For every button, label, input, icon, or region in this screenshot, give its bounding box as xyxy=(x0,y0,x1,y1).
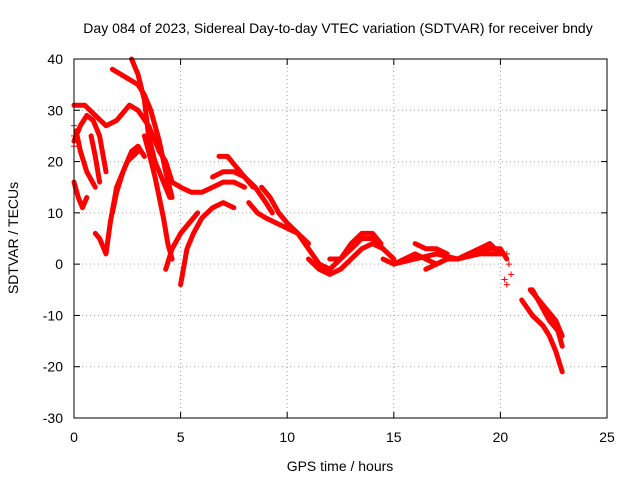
x-tick-label: 0 xyxy=(70,429,78,445)
y-tick-label: 20 xyxy=(47,154,63,170)
y-tick-label: 40 xyxy=(47,51,63,67)
series-arc-4 xyxy=(73,128,98,190)
series-arc-26 xyxy=(519,297,565,375)
series-arc-1 xyxy=(71,112,109,175)
series-arc-15 xyxy=(210,169,256,190)
x-tick-label: 25 xyxy=(599,429,615,445)
series-arc-13 xyxy=(178,200,237,288)
axis-ticks: 0 5 10 15 20 25 -30 -20 -10 0 10 20 30 40 xyxy=(43,51,615,445)
series-arc-9 xyxy=(129,56,173,200)
data-layer xyxy=(71,56,565,375)
chart-title: Day 084 of 2023, Sidereal Day-to-day VTE… xyxy=(83,20,592,36)
scatter-point xyxy=(501,276,508,283)
x-tick-label: 10 xyxy=(279,429,295,445)
y-axis-label: SDTVAR / TECUs xyxy=(5,182,21,294)
series-arc-17 xyxy=(259,184,333,272)
x-axis-label: GPS time / hours xyxy=(287,458,394,474)
series-arc-19 xyxy=(316,236,386,272)
x-tick-label: 15 xyxy=(386,429,402,445)
y-tick-label: -20 xyxy=(43,359,63,375)
series-arc-28 xyxy=(529,287,565,349)
scatter-point xyxy=(503,250,510,257)
series-arc-25 xyxy=(412,241,450,257)
y-tick-label: -30 xyxy=(43,410,63,426)
scatter-point xyxy=(505,261,512,268)
series-arc-11 xyxy=(156,148,248,195)
series-arc-7 xyxy=(109,143,147,216)
scatter-point xyxy=(508,271,515,278)
series-arc-10 xyxy=(141,133,175,262)
series-arc-20 xyxy=(327,230,384,262)
y-tick-label: -10 xyxy=(43,307,63,323)
series-arc-24 xyxy=(433,246,510,267)
y-tick-label: 30 xyxy=(47,102,63,118)
x-tick-label: 5 xyxy=(177,429,185,445)
x-tick-label: 20 xyxy=(493,429,509,445)
y-tick-label: 10 xyxy=(47,205,63,221)
scatter-point xyxy=(503,281,510,288)
plot-frame xyxy=(73,58,608,419)
y-tick-label: 0 xyxy=(55,256,63,272)
series-arc-12 xyxy=(163,210,201,272)
series-arc-5 xyxy=(88,133,103,185)
series-arc-3 xyxy=(71,179,90,211)
